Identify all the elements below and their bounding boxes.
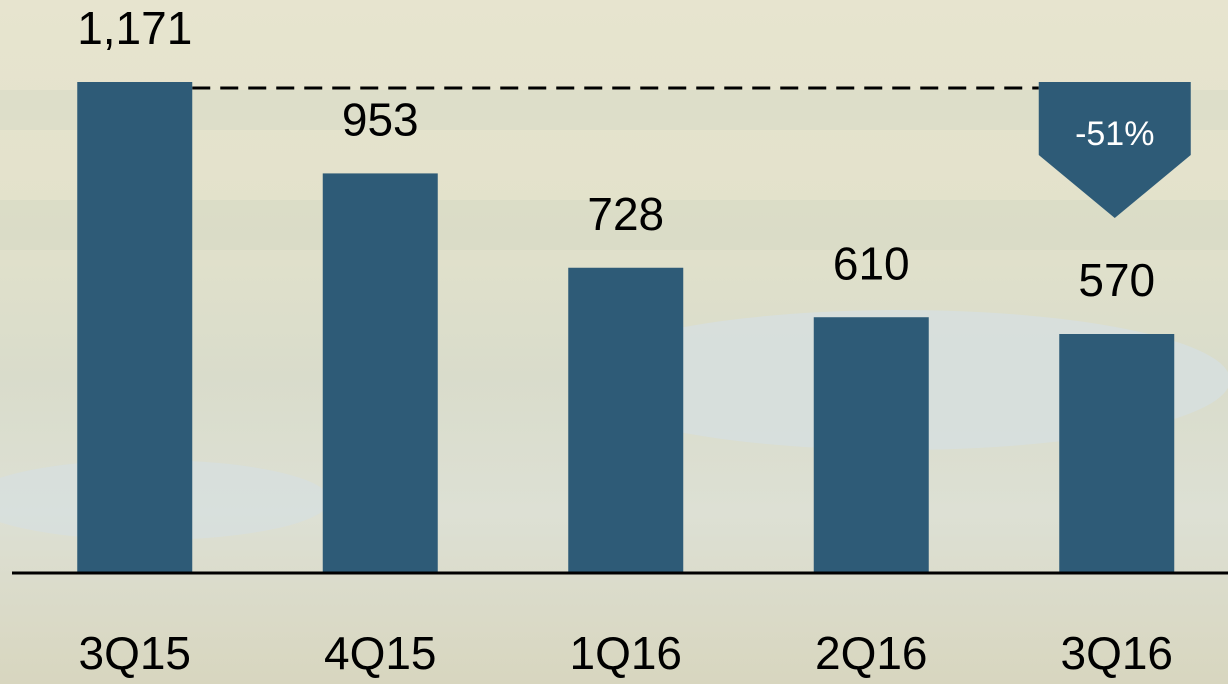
value-label: 610: [833, 237, 910, 289]
value-label: 728: [587, 188, 664, 240]
bar: [814, 317, 929, 573]
x-tick-label: 3Q15: [78, 627, 191, 679]
x-tick-label: 3Q16: [1060, 627, 1173, 679]
value-label: 953: [342, 94, 419, 146]
page: 1,171 3Q15 953 4Q15 728 1Q16 610 2Q16 570 3Q16 -51…: [0, 0, 1228, 684]
bar: [323, 173, 438, 573]
bar: [568, 268, 683, 573]
bar: [77, 82, 192, 573]
annotation-text: -51%: [1075, 115, 1154, 153]
x-tick-label: 1Q16: [569, 627, 682, 679]
bar: [1059, 334, 1174, 573]
value-label: 570: [1078, 254, 1155, 306]
chart: 1,171 3Q15 953 4Q15 728 1Q16 610 2Q16 570 3Q16 -51…: [0, 0, 1228, 684]
x-tick-label: 2Q16: [815, 627, 928, 679]
x-tick-label: 4Q15: [324, 627, 437, 679]
value-label: 1,171: [77, 2, 192, 54]
